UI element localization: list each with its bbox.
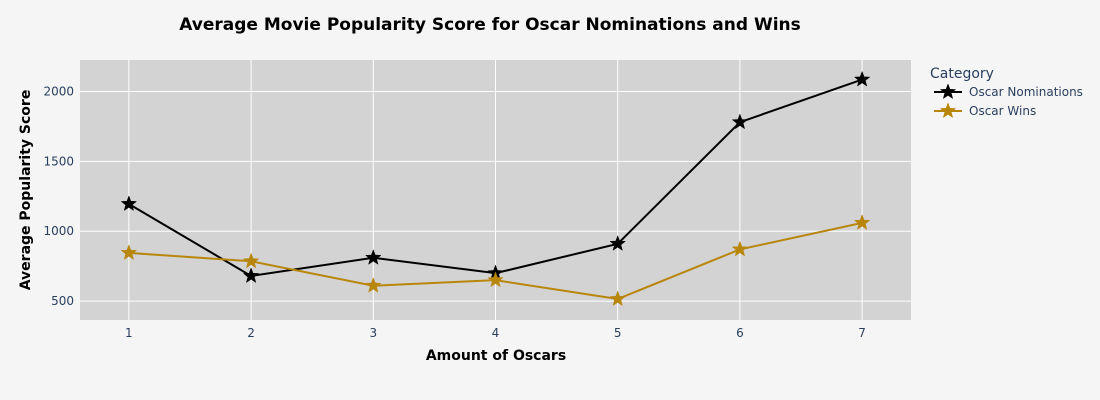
chart-title: Average Movie Popularity Score for Oscar…	[179, 15, 801, 35]
data-point-star[interactable]	[853, 70, 871, 87]
x-tick-label: 6	[736, 326, 744, 340]
x-tick-label: 5	[614, 326, 622, 340]
y-tick-label: 1500	[43, 154, 74, 168]
data-point-star[interactable]	[120, 244, 138, 260]
data-point-star[interactable]	[365, 277, 382, 293]
legend-star-icon	[939, 83, 957, 100]
x-axis-title: Amount of Oscars	[426, 348, 566, 364]
legend-star-icon	[939, 102, 957, 119]
x-tick-label: 4	[492, 326, 500, 340]
y-tick-label: 500	[51, 294, 74, 308]
legend[interactable]: Category Oscar Nominations Oscar Wins	[930, 66, 1083, 119]
data-point-star[interactable]	[365, 249, 382, 265]
data-point-star[interactable]	[487, 271, 504, 288]
series-layer	[120, 70, 871, 307]
legend-item-label[interactable]: Oscar Wins	[969, 104, 1036, 118]
data-point-star[interactable]	[242, 252, 260, 269]
data-point-star[interactable]	[120, 195, 138, 212]
y-tick-label: 2000	[43, 84, 74, 98]
grid-lines	[80, 60, 911, 320]
data-point-star[interactable]	[853, 214, 871, 230]
x-tick-label: 2	[247, 326, 255, 340]
y-axis-ticks: 500 1000 1500 2000	[43, 84, 74, 308]
data-point-star[interactable]	[242, 267, 260, 284]
data-point-star[interactable]	[731, 240, 749, 257]
y-tick-label: 1000	[43, 224, 74, 238]
data-point-star[interactable]	[609, 290, 626, 307]
legend-item-label[interactable]: Oscar Nominations	[969, 85, 1083, 99]
data-point-star[interactable]	[731, 113, 749, 130]
x-tick-label: 1	[125, 326, 133, 340]
x-tick-label: 7	[858, 326, 866, 340]
data-point-star[interactable]	[609, 235, 626, 251]
y-axis-title: Average Popularity Score	[18, 90, 34, 291]
x-tick-label: 3	[369, 326, 377, 340]
x-axis-ticks: 1 2 3 4 5 6 7	[125, 326, 866, 340]
legend-title: Category	[930, 66, 994, 82]
